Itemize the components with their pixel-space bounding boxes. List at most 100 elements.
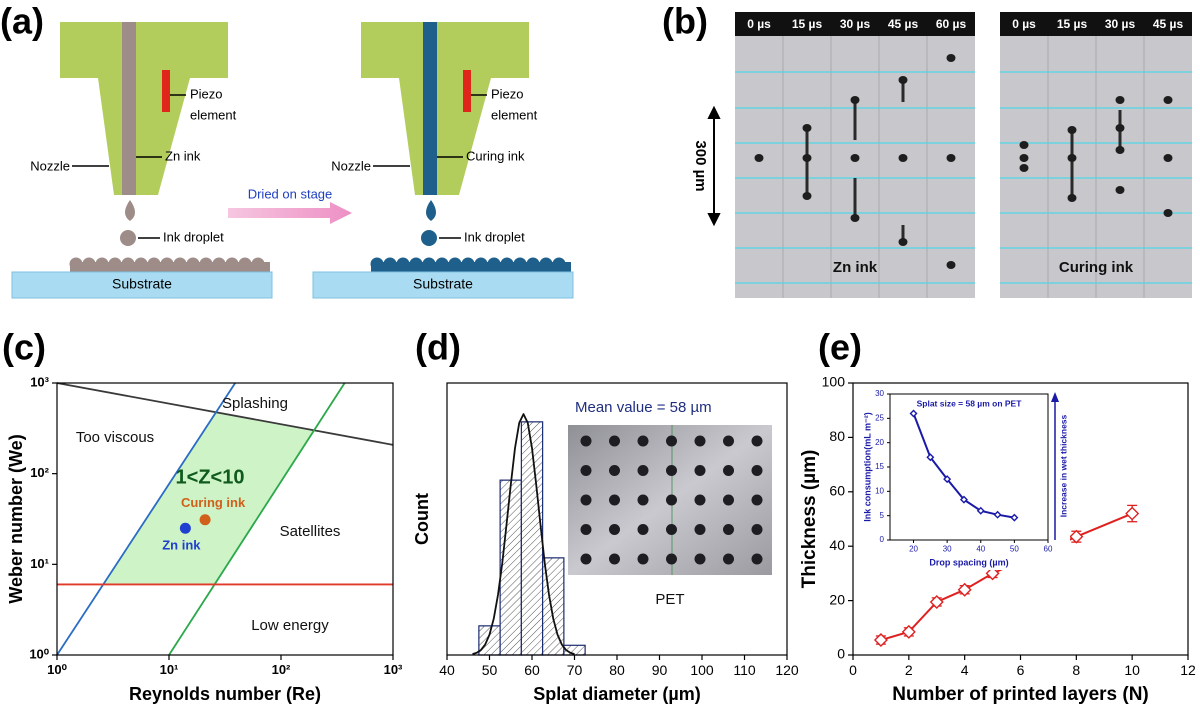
inset-background xyxy=(862,384,1070,570)
diamond-marker xyxy=(976,506,985,515)
x-tick-label: 12 xyxy=(1180,662,1196,678)
y-tick-label: 80 xyxy=(829,428,845,444)
image-caption: Curing ink xyxy=(1059,259,1134,276)
frame-time: 0 µs xyxy=(1012,17,1036,31)
micrograph-dot xyxy=(751,435,763,447)
micrograph-dot xyxy=(609,465,620,476)
ink-drop xyxy=(946,54,956,62)
x-tick-label: 40 xyxy=(439,662,455,678)
micrograph-dot xyxy=(580,494,592,506)
x-tick-label: 10² xyxy=(272,662,291,677)
micrograph-dot xyxy=(666,465,677,476)
frame-time: 45 µs xyxy=(1153,17,1184,31)
x-tick-label: 4 xyxy=(961,662,969,678)
ink-drop xyxy=(1067,194,1077,202)
micrograph-dot xyxy=(580,553,592,565)
diamond-marker xyxy=(957,582,972,597)
x-tick-label: 40 xyxy=(976,545,985,554)
y-tick-label: 10¹ xyxy=(30,556,49,571)
inset-caption: PET xyxy=(655,591,684,608)
diamond-marker xyxy=(873,633,888,648)
y-tick-label: 5 xyxy=(880,511,885,520)
x-tick-label: 2 xyxy=(905,662,913,678)
y-tick-label: 30 xyxy=(875,389,884,398)
frame-time: 60 µs xyxy=(936,17,967,31)
fit-curve xyxy=(472,413,575,655)
plot-frame xyxy=(56,382,394,656)
diamond-marker xyxy=(926,453,935,462)
region-label: Too viscous xyxy=(76,429,154,446)
y-axis-label: Weber number (We) xyxy=(6,434,26,603)
label: Nozzle xyxy=(331,158,371,173)
diamond-marker xyxy=(909,409,918,418)
x-tick-label: 70 xyxy=(567,662,583,678)
boundary-line xyxy=(168,382,346,656)
scale-label: 300 µm xyxy=(692,140,709,191)
x-tick-label: 10¹ xyxy=(160,662,179,677)
micrograph-dot xyxy=(609,494,620,506)
x-tick-label: 50 xyxy=(482,662,498,678)
label: Ink droplet xyxy=(163,229,224,244)
micrograph-dot xyxy=(723,465,734,476)
micrograph-dot xyxy=(609,553,620,565)
micrograph-dot xyxy=(723,494,734,506)
y-axis-label: Ink consumption(mL m⁻²) xyxy=(862,412,872,522)
ink-drop xyxy=(1067,126,1077,134)
diamond-marker xyxy=(985,566,1000,581)
point-label: Curing ink xyxy=(181,495,246,510)
y-tick-label: 40 xyxy=(829,537,845,553)
x-tick-label: 120 xyxy=(775,662,799,678)
frame-time: 15 µs xyxy=(1057,17,1088,31)
x-axis-label: Number of printed layers (N) xyxy=(892,684,1149,705)
y-tick-label: 0 xyxy=(837,646,845,662)
high-speed-images: 0 µs 15 µs 30 µs 45 µs 60 µs Zn ink 0 µs 15 µs 3… xyxy=(735,12,1192,298)
x-tick-label: 10 xyxy=(1124,662,1140,678)
regime-region xyxy=(103,412,315,585)
diamond-marker xyxy=(929,594,944,609)
ink-drop xyxy=(1163,96,1173,104)
label: element xyxy=(491,107,538,122)
image-header xyxy=(1000,12,1192,36)
micrograph-dot xyxy=(609,435,620,447)
label: Piezo xyxy=(190,86,223,101)
ink-drop xyxy=(850,214,860,222)
micrograph-dot xyxy=(666,553,677,565)
y-tick-label: 100 xyxy=(822,374,846,390)
frame-time: 15 µs xyxy=(792,17,823,31)
x-tick-label: 8 xyxy=(1072,662,1080,678)
ink-drop xyxy=(1115,124,1125,132)
diamond-marker xyxy=(1010,513,1019,522)
histogram-bar xyxy=(499,479,522,656)
diamond-marker xyxy=(943,475,952,484)
ink-drop xyxy=(802,154,812,162)
micrograph-dot xyxy=(666,524,677,535)
histogram-bar xyxy=(520,421,544,656)
x-tick-label: 20 xyxy=(909,545,918,554)
y-axis-label: Thickness (µm) xyxy=(799,450,820,589)
micrograph-dot xyxy=(723,524,734,535)
x-tick-label: 50 xyxy=(1010,545,1019,554)
ink-point xyxy=(179,522,191,534)
region-label: Splashing xyxy=(222,395,288,412)
ink-drop xyxy=(946,154,956,162)
micrograph-dot xyxy=(580,435,592,447)
x-tick-label: 110 xyxy=(733,662,756,678)
frame-time: 0 µs xyxy=(747,17,771,31)
image-caption: Zn ink xyxy=(833,259,878,276)
diamond-marker xyxy=(1125,506,1140,521)
region-label: Satellites xyxy=(280,523,341,540)
x-tick-label: 80 xyxy=(609,662,625,678)
boundary-line xyxy=(56,382,394,446)
micrograph-dot xyxy=(751,524,763,535)
panel-label: (c) xyxy=(2,327,46,368)
x-tick-label: 90 xyxy=(652,662,668,678)
label: element xyxy=(190,107,237,122)
annotation: Mean value = 58 µm xyxy=(575,399,712,416)
micrograph-dot xyxy=(580,524,592,535)
label: Substrate xyxy=(413,276,473,292)
diamond-marker xyxy=(1069,529,1084,544)
ink-drop xyxy=(1163,209,1173,217)
ink-drop xyxy=(802,124,812,132)
micrograph-dot xyxy=(723,435,734,447)
micrograph-dot xyxy=(694,553,706,565)
